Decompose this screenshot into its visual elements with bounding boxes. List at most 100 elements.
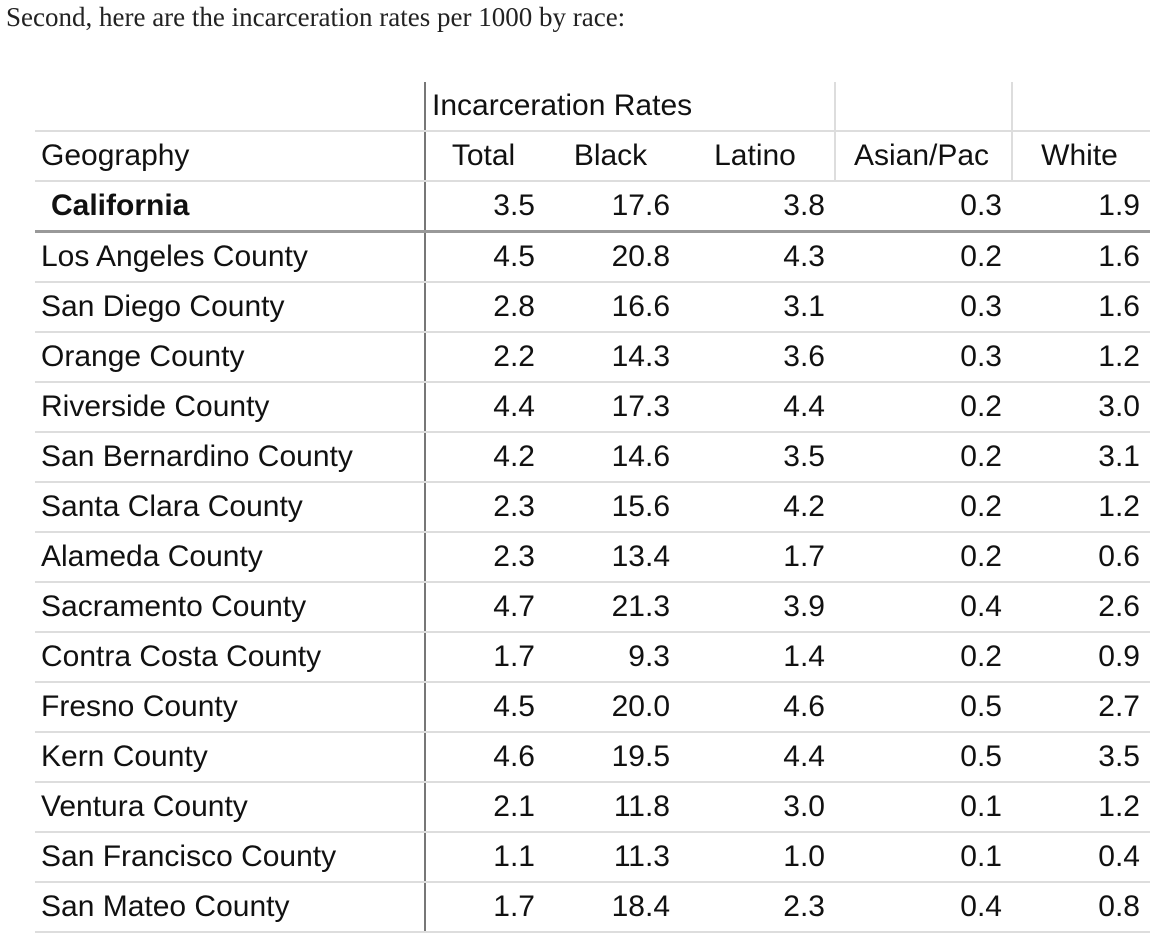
rate-cell: 2.3 bbox=[424, 482, 545, 533]
rate-cell: 3.0 bbox=[680, 782, 835, 833]
rate-cell: 3.5 bbox=[680, 432, 835, 483]
rate-cell: 3.0 bbox=[1012, 382, 1150, 433]
rate-cell: 0.3 bbox=[835, 332, 1012, 383]
rate-cell: 3.5 bbox=[424, 181, 545, 233]
geography-cell: Orange County bbox=[35, 332, 425, 383]
rate-cell: 0.5 bbox=[835, 732, 1012, 783]
data-row: Riverside County 4.4 17.3 4.4 0.2 3.0 bbox=[35, 382, 1150, 433]
data-row: Contra Costa County 1.7 9.3 1.4 0.2 0.9 bbox=[35, 632, 1150, 683]
rate-cell: 2.8 bbox=[424, 282, 545, 333]
rate-cell: 20.0 bbox=[545, 682, 680, 733]
rate-cell: 1.7 bbox=[424, 632, 545, 683]
cell bbox=[1011, 82, 1150, 132]
rate-cell: 4.4 bbox=[680, 732, 835, 783]
rates-table: Incarceration Rates Geography Total Black L… bbox=[35, 82, 1150, 933]
rate-cell: 4.4 bbox=[424, 382, 545, 433]
rate-cell: 17.6 bbox=[545, 181, 680, 233]
rate-cell: 3.8 bbox=[680, 181, 835, 233]
column-header: Black bbox=[545, 131, 680, 182]
data-row: Los Angeles County 4.5 20.8 4.3 0.2 1.6 bbox=[35, 231, 1150, 283]
rate-cell: 18.4 bbox=[545, 882, 680, 933]
rate-cell: 2.3 bbox=[680, 882, 835, 933]
rate-cell: 14.3 bbox=[545, 332, 680, 383]
rate-cell: 1.6 bbox=[1012, 282, 1150, 333]
data-row: Santa Clara County 2.3 15.6 4.2 0.2 1.2 bbox=[35, 482, 1150, 533]
rate-cell: 1.7 bbox=[424, 882, 545, 933]
rate-cell: 0.9 bbox=[1012, 632, 1150, 683]
rate-cell: 19.5 bbox=[545, 732, 680, 783]
geography-cell: Alameda County bbox=[35, 532, 425, 583]
rate-cell: 20.8 bbox=[545, 231, 680, 283]
rate-cell: 0.2 bbox=[835, 382, 1012, 433]
rate-cell: 4.5 bbox=[424, 231, 545, 283]
rate-cell: 4.5 bbox=[424, 682, 545, 733]
rate-cell: 15.6 bbox=[545, 482, 680, 533]
geography-cell: San Bernardino County bbox=[35, 432, 425, 483]
rate-cell: 3.5 bbox=[1012, 732, 1150, 783]
data-row: Kern County 4.6 19.5 4.4 0.5 3.5 bbox=[35, 732, 1150, 783]
rate-cell: 1.2 bbox=[1012, 782, 1150, 833]
rate-cell: 2.6 bbox=[1012, 582, 1150, 633]
geography-cell: Los Angeles County bbox=[35, 231, 425, 283]
intro-text: Second, here are the incarceration rates… bbox=[6, 2, 626, 32]
geography-cell: San Francisco County bbox=[35, 832, 425, 883]
group-header: Incarceration Rates bbox=[424, 82, 835, 132]
rate-cell: 9.3 bbox=[545, 632, 680, 683]
rate-cell: 3.9 bbox=[680, 582, 835, 633]
geography-cell: San Mateo County bbox=[35, 882, 425, 933]
rate-cell: 0.2 bbox=[835, 482, 1012, 533]
data-row: Fresno County 4.5 20.0 4.6 0.5 2.7 bbox=[35, 682, 1150, 733]
rate-cell: 1.9 bbox=[1012, 181, 1150, 233]
rate-cell: 2.2 bbox=[424, 332, 545, 383]
geography-cell: Contra Costa County bbox=[35, 632, 425, 683]
rate-cell: 1.1 bbox=[424, 832, 545, 883]
rate-cell: 0.2 bbox=[835, 231, 1012, 283]
rate-cell: 0.4 bbox=[835, 582, 1012, 633]
geography-cell: California bbox=[35, 181, 425, 233]
rate-cell: 4.2 bbox=[424, 432, 545, 483]
rate-cell: 3.6 bbox=[680, 332, 835, 383]
rate-cell: 2.3 bbox=[424, 532, 545, 583]
rate-cell: 13.4 bbox=[545, 532, 680, 583]
rate-cell: 14.6 bbox=[545, 432, 680, 483]
data-row: San Mateo County 1.7 18.4 2.3 0.4 0.8 bbox=[35, 882, 1150, 933]
cell bbox=[834, 82, 1012, 132]
column-header: Geography bbox=[35, 131, 425, 182]
geography-cell: Fresno County bbox=[35, 682, 425, 733]
rate-cell: 17.3 bbox=[545, 382, 680, 433]
rate-cell: 21.3 bbox=[545, 582, 680, 633]
rate-cell: 0.6 bbox=[1012, 532, 1150, 583]
rate-cell: 1.0 bbox=[680, 832, 835, 883]
rate-cell: 1.2 bbox=[1012, 482, 1150, 533]
rate-cell: 4.6 bbox=[424, 732, 545, 783]
data-row: Orange County 2.2 14.3 3.6 0.3 1.2 bbox=[35, 332, 1150, 383]
geography-cell: Santa Clara County bbox=[35, 482, 425, 533]
rate-cell: 1.4 bbox=[680, 632, 835, 683]
header-row: Geography Total Black Latino Asian/Pac White bbox=[35, 131, 1150, 182]
column-header: Latino bbox=[680, 131, 835, 182]
rate-cell: 2.1 bbox=[424, 782, 545, 833]
data-row: California 3.5 17.6 3.8 0.3 1.9 bbox=[35, 181, 1150, 233]
rate-cell: 0.2 bbox=[835, 432, 1012, 483]
rate-cell: 11.3 bbox=[545, 832, 680, 883]
rate-cell: 0.1 bbox=[835, 832, 1012, 883]
rate-cell: 11.8 bbox=[545, 782, 680, 833]
geography-cell: San Diego County bbox=[35, 282, 425, 333]
rate-cell: 0.1 bbox=[835, 782, 1012, 833]
cell bbox=[35, 82, 425, 132]
rate-cell: 3.1 bbox=[1012, 432, 1150, 483]
data-row: Sacramento County 4.7 21.3 3.9 0.4 2.6 bbox=[35, 582, 1150, 633]
rate-cell: 1.7 bbox=[680, 532, 835, 583]
rate-cell: 0.4 bbox=[1012, 832, 1150, 883]
rate-cell: 0.2 bbox=[835, 532, 1012, 583]
rate-cell: 0.3 bbox=[835, 181, 1012, 233]
rate-cell: 4.3 bbox=[680, 231, 835, 283]
rate-cell: 2.7 bbox=[1012, 682, 1150, 733]
data-row: San Francisco County 1.1 11.3 1.0 0.1 0.4 bbox=[35, 832, 1150, 883]
rate-cell: 0.4 bbox=[835, 882, 1012, 933]
rate-cell: 0.3 bbox=[835, 282, 1012, 333]
column-header: White bbox=[1011, 131, 1150, 182]
table-body: Incarceration Rates Geography Total Black L… bbox=[35, 82, 1150, 933]
rate-cell: 4.7 bbox=[424, 582, 545, 633]
